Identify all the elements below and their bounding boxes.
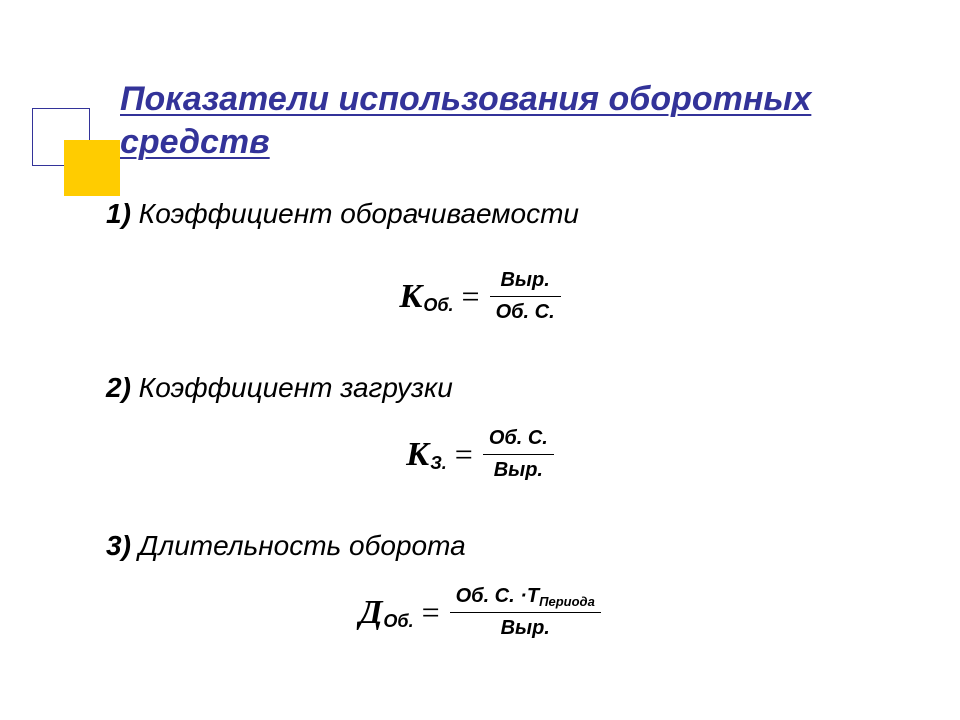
formula-1-fraction: Выр. Об. С. [490, 268, 561, 325]
decoration-yellow-square [64, 140, 120, 196]
formula-2-lhs: К [406, 438, 429, 472]
item-2-number: 2) [106, 372, 131, 403]
fraction-bar [490, 296, 561, 297]
formula-1-lhs-sub: Об. [423, 296, 453, 314]
item-3: 3) Длительность оборота [106, 528, 866, 564]
formula-1: КОб. = Выр. Об. С. [0, 268, 960, 325]
formula-3-lhs: Д [359, 596, 382, 630]
slide: Показатели использования оборотных средс… [0, 0, 960, 720]
fraction-bar [483, 454, 554, 455]
page-title: Показатели использования оборотных средс… [120, 78, 880, 163]
formula-3: ДОб. = Об. С. ·ТПериода Выр. [0, 584, 960, 641]
item-2-text: Коэффициент загрузки [131, 372, 453, 403]
equals-sign: = [422, 594, 440, 631]
fraction-bar [450, 612, 601, 613]
equals-sign: = [455, 436, 473, 473]
formula-3-fraction: Об. С. ·ТПериода Выр. [450, 584, 601, 641]
formula-2-numerator: Об. С. [483, 426, 554, 451]
item-1: 1) Коэффициент оборачиваемости [106, 196, 866, 232]
formula-3-numerator: Об. С. ·ТПериода [450, 584, 601, 609]
title-block: Показатели использования оборотных средс… [120, 78, 880, 163]
item-3-text: Длительность оборота [131, 530, 466, 561]
formula-1-numerator: Выр. [494, 268, 555, 293]
formula-3-lhs-sub: Об. [383, 612, 413, 630]
formula-2: КЗ. = Об. С. Выр. [0, 426, 960, 483]
item-3-number: 3) [106, 530, 131, 561]
item-1-text: Коэффициент оборачиваемости [131, 198, 579, 229]
item-1-number: 1) [106, 198, 131, 229]
formula-3-denominator: Выр. [495, 616, 556, 641]
equals-sign: = [462, 278, 480, 315]
formula-1-lhs: К [399, 280, 422, 314]
formula-2-lhs-sub: З. [430, 454, 447, 472]
formula-1-denominator: Об. С. [490, 300, 561, 325]
formula-2-denominator: Выр. [488, 458, 549, 483]
formula-2-fraction: Об. С. Выр. [483, 426, 554, 483]
item-2: 2) Коэффициент загрузки [106, 370, 866, 406]
